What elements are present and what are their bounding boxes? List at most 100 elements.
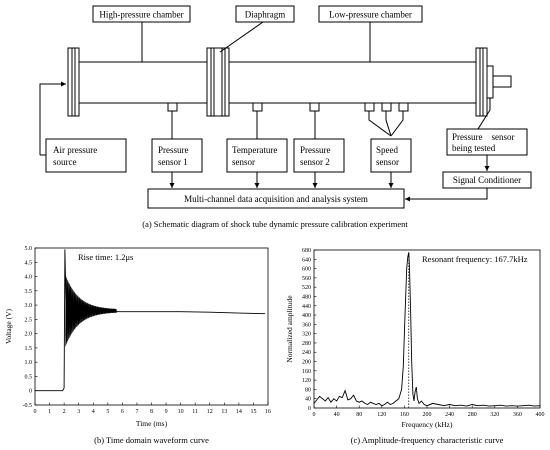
box-temperature-sensor bbox=[226, 138, 288, 173]
chart-b-y-tick-label: 5.0 bbox=[25, 246, 33, 252]
chart-b-y-tick-label: 2.0 bbox=[25, 332, 33, 338]
chart-b-x-tick-label: 7 bbox=[135, 409, 138, 415]
port-temperature-sensor bbox=[252, 102, 263, 112]
chart-c-x-tick-label: 0 bbox=[313, 412, 316, 418]
chart-b-ticks: 0 1 2 3 4 5 6 7 8 9 10 11 12 13 14 15 16-0.500.51.01.52.… bbox=[23, 246, 272, 415]
chart-b-y-tick-label: 2.5 bbox=[25, 317, 33, 323]
schematic-labels: High-pressure chamber Diaphragm Low-pres… bbox=[53, 10, 521, 205]
chart-c-y-tick-label: 200 bbox=[302, 360, 311, 366]
label-temperature-sensor-line2: sensor bbox=[232, 157, 255, 167]
box-pressure-sensor-2 bbox=[293, 138, 345, 173]
chart-b-y-tick-label: -0.5 bbox=[23, 403, 33, 409]
label-temperature-sensor-line1: Temperature bbox=[232, 145, 277, 155]
port-pressure-sensor-1 bbox=[167, 102, 178, 112]
chart-b-x-tick-label: 8 bbox=[150, 409, 153, 415]
chart-c-y-tick-label: 440 bbox=[302, 304, 311, 310]
chart-b-x-tick-label: 4 bbox=[92, 409, 95, 415]
chart-b-x-tick-label: 2 bbox=[63, 409, 66, 415]
chart-b-xlabel: Time (ms) bbox=[136, 419, 168, 428]
port-speed-sensor-b bbox=[381, 102, 392, 112]
air-feed-line bbox=[39, 81, 66, 155]
chart-c-y-tick-label: 360 bbox=[302, 322, 311, 328]
chart-b-x-tick-label: 10 bbox=[178, 409, 184, 415]
chart-c-x-tick-label: 40 bbox=[334, 412, 340, 418]
chart-c-x-tick-label: 120 bbox=[377, 412, 386, 418]
label-tested-sensor-line2: being tested bbox=[452, 143, 496, 153]
caption-b: (b) Time domain waveform curve bbox=[94, 435, 209, 445]
chart-c-y-tick-label: 120 bbox=[302, 378, 311, 384]
label-pressure-sensor2-line1: Pressure bbox=[300, 145, 331, 155]
label-pressure-sensor1-line2: sensor 1 bbox=[158, 157, 188, 167]
chart-c-y-tick-label: 520 bbox=[302, 285, 311, 291]
chart-b-x-tick-label: 0 bbox=[34, 409, 37, 415]
label-air-source-line1: Air pressure bbox=[53, 145, 97, 155]
chart-b-y-tick-label: 1.5 bbox=[25, 346, 33, 352]
box-air-source bbox=[45, 138, 127, 173]
label-signal-conditioner: Signal Conditioner bbox=[453, 175, 521, 185]
box-daq-system bbox=[147, 188, 405, 209]
chart-c-x-tick-label: 360 bbox=[513, 412, 522, 418]
box-speed-sensor bbox=[370, 138, 412, 173]
label-low-pressure-chamber: Low-pressure chamber bbox=[329, 10, 412, 20]
chart-b-ylabel: Voltage (V) bbox=[4, 308, 13, 344]
chart-b-y-tick-label: 4.5 bbox=[25, 260, 33, 266]
chart-c-x-tick-label: 320 bbox=[490, 412, 499, 418]
port-pressure-sensor-2 bbox=[309, 102, 320, 112]
chart-c-frame bbox=[313, 249, 541, 409]
port-speed-sensor-a bbox=[364, 102, 375, 112]
label-pressure-sensor1-line1: Pressure bbox=[158, 145, 189, 155]
label-pressure-sensor2-line2: sensor 2 bbox=[300, 157, 330, 167]
caption-c: (c) Amplitude-frequency characteristic c… bbox=[351, 435, 504, 445]
label-air-source-line2: source bbox=[53, 157, 77, 167]
chart-c-y-tick-label: 560 bbox=[302, 276, 311, 282]
chart-c-series-line bbox=[313, 252, 541, 407]
chart-c-y-tick-label: 480 bbox=[302, 294, 311, 300]
chart-frequency: 0 40 80 120 160 200 240 280 320 360 400 0 40 80 120 160… bbox=[285, 248, 545, 445]
chart-c-ticks: 0 40 80 120 160 200 240 280 320 360 400 0 40 80 120 160… bbox=[302, 248, 545, 418]
label-box-diaphragm bbox=[235, 5, 295, 23]
chart-c-y-tick-label: 240 bbox=[302, 350, 311, 356]
chart-b-x-tick-label: 3 bbox=[77, 409, 80, 415]
chart-c-y-tick-label: 400 bbox=[302, 313, 311, 319]
chart-c-xlabel: Frequency (kHz) bbox=[401, 420, 453, 429]
chart-c-annotation: Resonant frequency: 167.7kHz bbox=[422, 254, 528, 264]
chart-b-x-tick-label: 12 bbox=[207, 409, 213, 415]
chart-c-x-tick-label: 200 bbox=[423, 412, 432, 418]
chart-c-y-tick-label: 680 bbox=[302, 248, 311, 254]
label-speed-sensor-line2: sensor bbox=[376, 157, 399, 167]
right-flange bbox=[475, 47, 488, 117]
port-speed-sensor-c bbox=[398, 102, 409, 112]
chart-time-domain: 0 1 2 3 4 5 6 7 8 9 10 11 12 13 14 15 16-0.500.51.01.52.… bbox=[4, 246, 271, 445]
chart-b-x-tick-label: 13 bbox=[221, 409, 227, 415]
chart-b-y-tick-label: 3.5 bbox=[25, 289, 33, 295]
label-tested-sensor-line1: Pressure sensor bbox=[452, 132, 515, 142]
chart-c-ylabel: Normalized amplitude bbox=[285, 295, 294, 363]
chart-c-y-tick-label: 0 bbox=[308, 406, 311, 412]
box-pressure-sensor-1 bbox=[151, 138, 203, 173]
chart-b-annotation: Rise time: 1.2μs bbox=[78, 252, 133, 262]
chart-b-x-tick-label: 15 bbox=[250, 409, 256, 415]
diaphragm-flange bbox=[206, 47, 230, 117]
chart-c-y-tick-label: 160 bbox=[302, 369, 311, 375]
chart-b-x-tick-label: 14 bbox=[236, 409, 242, 415]
chart-c-y-tick-label: 600 bbox=[302, 267, 311, 273]
chart-b-y-tick-label: 1.0 bbox=[25, 360, 33, 366]
chart-c-x-tick-label: 160 bbox=[400, 412, 409, 418]
label-speed-sensor-line1: Speed bbox=[376, 145, 398, 155]
chart-c-x-tick-label: 400 bbox=[536, 412, 545, 418]
label-high-pressure-chamber: High-pressure chamber bbox=[99, 10, 183, 20]
tested-sensor-tip bbox=[492, 75, 512, 88]
label-daq-system: Multi-channel data acquisition and analy… bbox=[184, 194, 368, 204]
chart-b-y-tick-label: 4.0 bbox=[25, 275, 33, 281]
caption-a: (a) Schematic diagram of shock tube dyna… bbox=[142, 219, 408, 229]
chart-c-y-tick-label: 40 bbox=[305, 397, 311, 403]
chart-c-y-tick-label: 80 bbox=[305, 387, 311, 393]
label-diaphragm: Diaphragm bbox=[245, 10, 286, 20]
chart-b-y-tick-label: 3.0 bbox=[25, 303, 33, 309]
chart-b-oscillation bbox=[65, 276, 117, 347]
chart-c-x-tick-label: 240 bbox=[445, 412, 454, 418]
chart-b-y-tick-label: 0.5 bbox=[25, 374, 33, 380]
chart-b-x-tick-label: 16 bbox=[265, 409, 271, 415]
chart-c-y-tick-label: 320 bbox=[302, 332, 311, 338]
arrow-conditioner-daq bbox=[405, 188, 488, 202]
